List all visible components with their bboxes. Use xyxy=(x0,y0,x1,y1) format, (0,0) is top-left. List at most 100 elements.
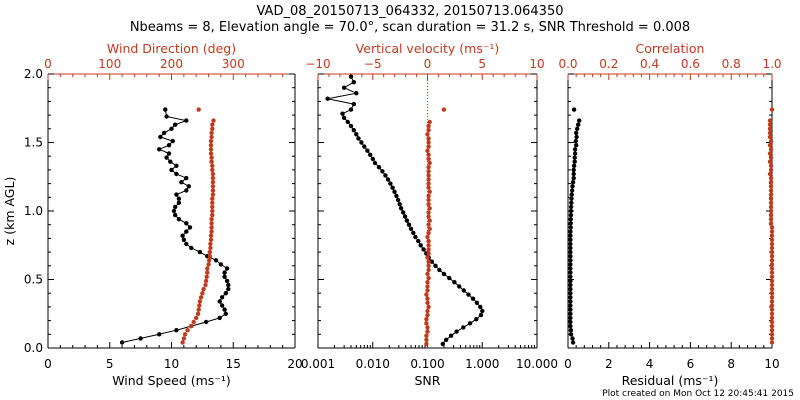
data-point xyxy=(164,114,169,119)
data-point xyxy=(226,286,231,292)
data-point xyxy=(426,275,431,281)
data-point xyxy=(767,151,773,156)
y-axis-label: z (km AGL) xyxy=(2,177,17,246)
data-point xyxy=(444,337,449,342)
data-point xyxy=(208,237,214,242)
data-point xyxy=(568,286,573,292)
data-point xyxy=(568,229,573,234)
data-point xyxy=(166,143,172,148)
data-point xyxy=(209,134,214,140)
data-point xyxy=(169,167,174,173)
top-tick-label: 0 xyxy=(424,57,432,71)
data-point xyxy=(376,165,382,170)
data-point xyxy=(348,107,354,112)
data-point xyxy=(769,254,775,259)
data-point xyxy=(181,336,187,341)
data-point xyxy=(418,243,423,248)
x-tick-label: 15 xyxy=(226,357,241,371)
data-point xyxy=(210,192,216,197)
data-point xyxy=(769,262,775,267)
data-point xyxy=(570,184,575,189)
data-point xyxy=(427,218,432,223)
data-point xyxy=(571,167,576,173)
data-point xyxy=(191,319,196,325)
top-tick-label: 100 xyxy=(98,57,121,71)
data-point xyxy=(768,167,774,173)
data-point xyxy=(171,208,177,214)
data-point xyxy=(173,204,178,210)
data-point xyxy=(568,315,573,321)
data-point xyxy=(767,143,773,148)
data-point xyxy=(769,307,775,312)
data-point xyxy=(769,328,775,333)
data-point xyxy=(219,295,225,300)
data-point xyxy=(572,155,577,160)
data-point xyxy=(174,192,179,197)
data-point xyxy=(208,138,214,144)
data-point xyxy=(426,214,431,219)
data-point xyxy=(425,280,430,285)
data-point xyxy=(207,258,212,263)
x-tick-label: 1.000 xyxy=(465,357,499,371)
top-tick-label: 0 xyxy=(44,57,52,71)
data-point xyxy=(426,173,431,178)
data-point xyxy=(767,159,773,164)
data-point xyxy=(209,155,214,160)
data-point xyxy=(769,286,775,292)
data-point xyxy=(576,122,581,127)
data-point xyxy=(768,196,774,201)
data-point xyxy=(210,204,215,210)
data-point xyxy=(768,155,774,160)
data-point xyxy=(426,128,431,133)
y-tick-label: 2.0 xyxy=(24,67,43,81)
data-point xyxy=(179,180,184,185)
data-point xyxy=(348,123,354,129)
data-point xyxy=(224,266,230,271)
data-point xyxy=(197,299,203,304)
data-point xyxy=(568,208,574,214)
data-point xyxy=(769,332,775,337)
data-point xyxy=(210,171,216,177)
data-point xyxy=(157,332,162,337)
data-point xyxy=(572,159,577,164)
data-point xyxy=(570,180,576,185)
data-point xyxy=(196,107,201,112)
x-tick-label: 10.000 xyxy=(516,357,558,371)
data-point xyxy=(163,107,168,112)
data-point xyxy=(769,323,775,329)
series-snr xyxy=(325,74,485,347)
data-point xyxy=(768,192,774,197)
data-point xyxy=(426,165,431,170)
top-tick-label: 1.0 xyxy=(762,57,781,71)
data-point xyxy=(426,222,431,227)
data-point xyxy=(180,340,185,345)
data-point xyxy=(168,159,173,164)
data-point xyxy=(210,180,216,185)
data-point xyxy=(211,118,216,123)
series-line xyxy=(327,76,483,345)
data-point xyxy=(425,255,430,260)
data-point xyxy=(769,282,775,288)
figure-title: VAD_08_20150713_064332, 20150713.064350 xyxy=(257,4,564,19)
data-point xyxy=(365,148,370,153)
top-tick-label: 0.6 xyxy=(681,57,700,71)
data-point xyxy=(480,308,485,314)
data-point xyxy=(210,126,215,131)
top-tick-label: 0.2 xyxy=(599,57,618,71)
data-point xyxy=(426,193,431,199)
data-point xyxy=(210,212,215,218)
data-point xyxy=(768,175,774,181)
data-point xyxy=(198,295,204,300)
data-point xyxy=(454,329,459,334)
data-point xyxy=(119,340,125,345)
data-point xyxy=(572,147,578,152)
data-point xyxy=(426,230,431,236)
data-point xyxy=(767,134,773,140)
series-wind-direction xyxy=(180,107,216,345)
data-point xyxy=(161,130,167,136)
data-point xyxy=(426,202,431,207)
data-point xyxy=(568,237,573,242)
data-point xyxy=(426,123,431,129)
data-point xyxy=(427,226,432,231)
data-point xyxy=(380,169,385,174)
